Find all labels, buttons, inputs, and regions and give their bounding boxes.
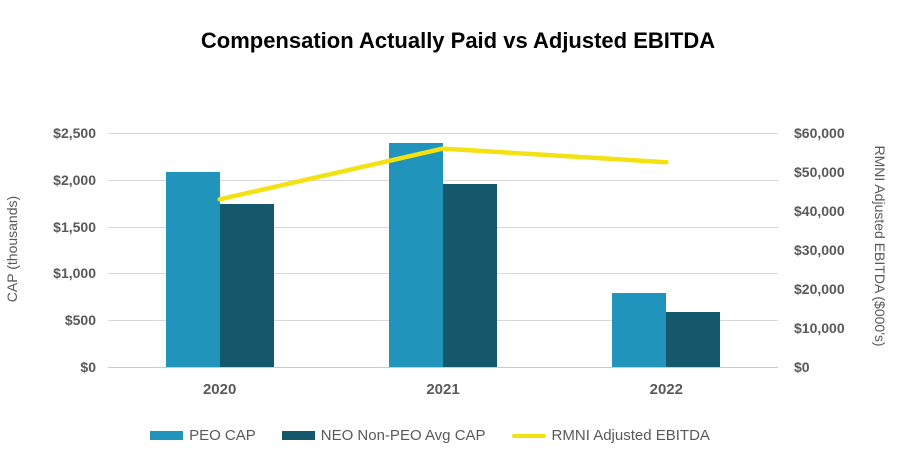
bar-neo-non-peo-avg-cap-2021 (443, 183, 497, 367)
gridline (108, 367, 778, 368)
bar-peo-cap-2021 (389, 143, 443, 367)
legend-item-neo-non-peo-avg-cap: NEO Non-PEO Avg CAP (281, 427, 486, 444)
right-axis-tick-label: $50,000 (794, 164, 845, 180)
legend: PEO CAP NEO Non-PEO Avg CAP RMNI Adjusted … (0, 427, 860, 444)
legend-label: RMNI Adjusted EBITDA (551, 427, 710, 444)
chart-title: Compensation Actually Paid vs Adjusted E… (200, 28, 716, 53)
legend-label: PEO CAP (189, 427, 256, 444)
x-axis-label-2020: 2020 (202, 381, 237, 398)
left-axis-title: CAP (thousands) (4, 195, 20, 303)
legend-item-rmni-adjusted-ebitda: RMNI Adjusted EBITDA (511, 427, 710, 444)
gridline (108, 133, 778, 134)
legend-label: NEO Non-PEO Avg CAP (320, 427, 486, 444)
left-axis-tick-label: $2,500 (53, 125, 96, 141)
legend-bar-swatch (150, 431, 184, 440)
x-axis-label-2021: 2021 (426, 381, 460, 398)
left-axis-tick-label: $1,000 (53, 265, 96, 282)
left-axis-tick-label: $1,500 (53, 218, 96, 235)
legend-bar-swatch (281, 431, 315, 440)
right-axis-tick-label: $0 (794, 359, 810, 375)
left-axis-tick-label: $2,000 (53, 171, 96, 188)
legend-line-swatch (511, 433, 546, 438)
right-axis-tick-label: $40,000 (794, 203, 845, 219)
bar-peo-cap-2022 (612, 293, 667, 367)
bar-peo-cap-2020 (165, 172, 220, 367)
x-axis-label-2022: 2022 (649, 381, 684, 398)
right-axis-tick-label: $30,000 (794, 242, 845, 258)
bar-neo-non-peo-avg-cap-2022 (666, 312, 721, 367)
legend-item-peo-cap: PEO CAP (150, 427, 256, 444)
right-axis-title: RMNI Adjusted EBITDA ($000's) (872, 145, 888, 347)
right-axis-tick-label: $60,000 (794, 125, 845, 141)
left-axis-tick-label: $500 (64, 312, 96, 329)
right-axis-tick-label: $20,000 (794, 281, 845, 297)
bar-neo-non-peo-avg-cap-2020 (219, 204, 274, 367)
right-axis-tick-label: $10,000 (794, 320, 845, 336)
left-axis-tick-label: $0 (80, 359, 96, 375)
